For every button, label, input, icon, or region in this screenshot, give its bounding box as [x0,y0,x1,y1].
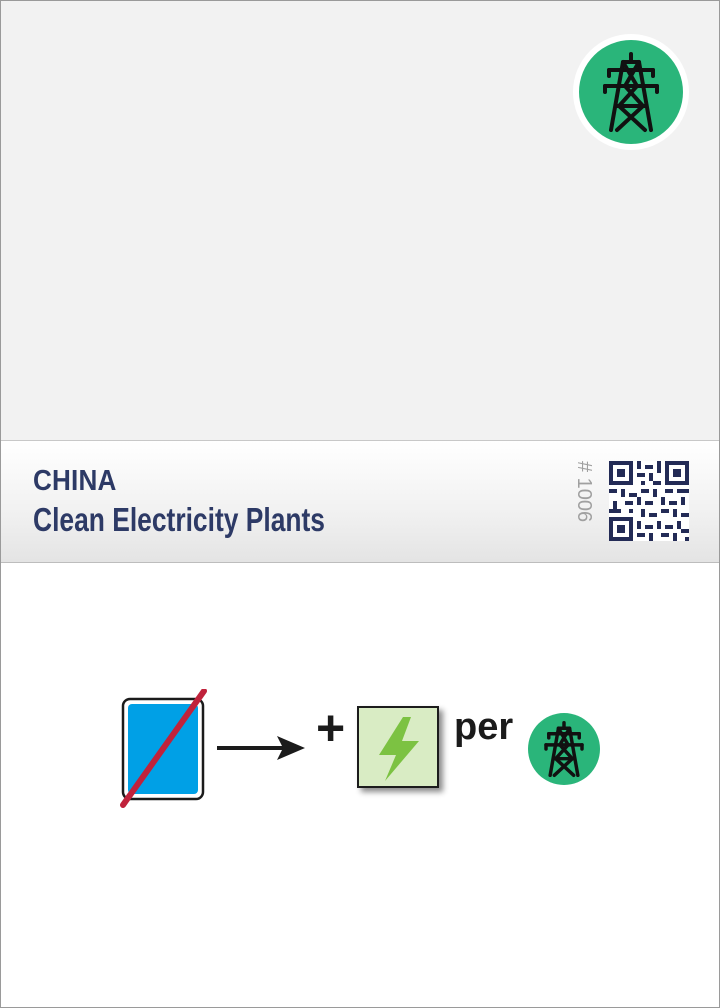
card-title: Clean Electricity Plants [33,501,325,538]
power-plant-badge [573,34,689,150]
card-art-area [1,1,719,440]
per-label: per [454,706,514,748]
power-tower-icon [603,52,659,132]
plus-sign: + [316,700,346,756]
card-effect: + per [1,681,719,821]
card-country: CHINA [33,465,117,497]
blue-card-icon [120,689,207,808]
per-power-plant-badge [528,713,600,785]
card-number: # 1006 [573,461,595,523]
power-tower-icon [544,720,584,778]
arrow-right-icon [217,736,305,760]
qr-code-icon[interactable] [609,461,689,541]
lightning-bolt-icon [357,706,439,788]
card-header-band: CHINA Clean Electricity Plants # 1006 [1,440,719,563]
